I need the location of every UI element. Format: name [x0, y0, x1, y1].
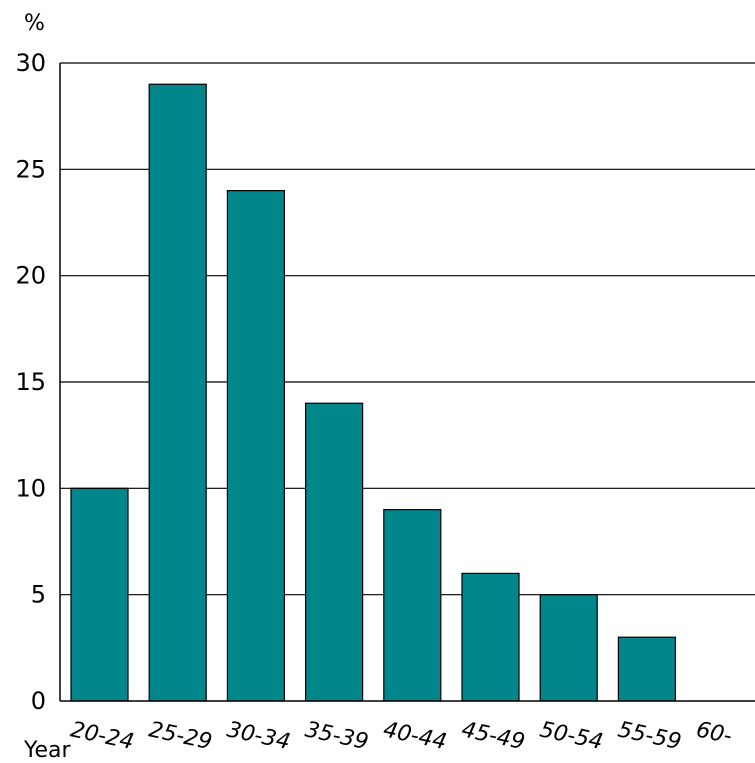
x-tick-label: 50-54 — [537, 717, 605, 755]
x-tick-labels: 20-24 25-29 30-34 35-39 40-44 45-49 50-54 55-59… — [68, 717, 734, 755]
y-tick-labels: 0 5 10 15 20 25 30 — [15, 49, 46, 715]
x-tick-label: 25-29 — [146, 717, 214, 755]
y-tick-label: 20 — [15, 262, 46, 290]
bar — [617, 636, 677, 702]
x-tick-label: 30-34 — [225, 717, 293, 755]
x-tick-label: 35-39 — [303, 717, 371, 755]
y-tick-label: 0 — [31, 687, 46, 715]
bar — [539, 594, 598, 702]
bar — [383, 509, 442, 702]
x-tick-label: 45-49 — [459, 717, 527, 755]
bar — [226, 190, 285, 702]
y-tick-label: 30 — [15, 49, 46, 77]
y-axis-label: % — [24, 11, 45, 36]
bars — [70, 83, 677, 702]
x-tick-label: 40-44 — [381, 717, 449, 755]
x-tick-label: 20-24 — [68, 717, 136, 755]
bar — [148, 83, 207, 702]
bar — [70, 487, 129, 702]
x-tick-label: 55-59 — [616, 717, 684, 755]
x-axis-label: Year — [23, 738, 72, 763]
axes — [59, 63, 755, 702]
bar — [461, 572, 520, 702]
y-tick-label: 10 — [15, 474, 46, 502]
y-tick-label: 15 — [15, 368, 46, 396]
y-tick-label: 25 — [15, 155, 46, 183]
y-tick-label: 5 — [31, 581, 46, 609]
bar — [305, 402, 364, 702]
x-tick-label: 60- — [694, 717, 734, 749]
